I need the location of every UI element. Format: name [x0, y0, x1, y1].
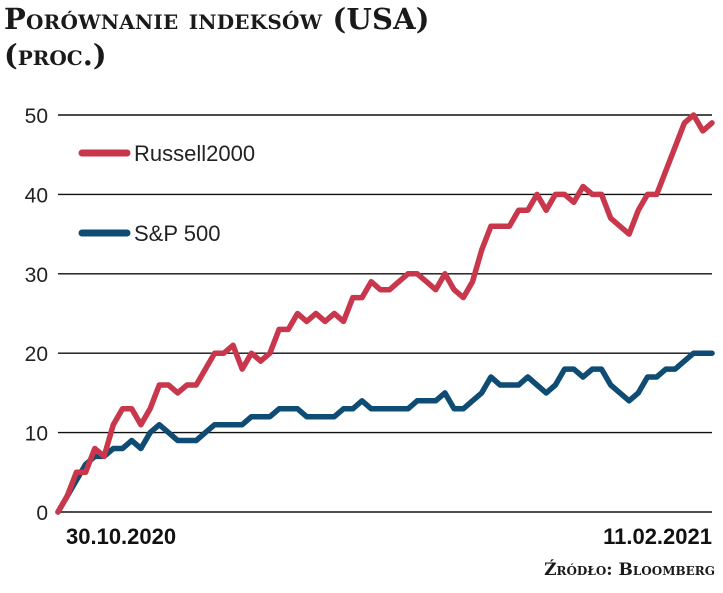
x-tick-label-start: 30.10.2020 [66, 524, 176, 549]
y-tick-label: 40 [25, 184, 48, 207]
grid-lines [58, 114, 712, 513]
chart-title: Porównanie indeksów (USA) [4, 2, 430, 36]
y-tick-labels: 0 10 20 30 40 50 [25, 105, 48, 525]
source-note: Źródło: Bloomberg [544, 560, 715, 580]
series-line-sp500 [55, 350, 715, 515]
x-tick-labels: 30.10.2020 11.02.2021 [66, 524, 712, 549]
y-tick-label: 50 [25, 105, 48, 128]
y-tick-label: 10 [25, 423, 48, 446]
series-line-russell2000 [55, 112, 715, 515]
series-lines [55, 112, 715, 515]
legend-label: S&P 500 [134, 221, 220, 246]
legend-label: Russell2000 [134, 141, 255, 166]
y-tick-label: 0 [36, 502, 48, 525]
legend: Russell2000 S&P 500 [78, 141, 255, 246]
chart-subtitle: (proc.) [4, 38, 107, 72]
y-tick-label: 20 [25, 343, 48, 366]
y-tick-label: 30 [25, 264, 48, 287]
x-tick-label-end: 11.02.2021 [603, 524, 712, 549]
